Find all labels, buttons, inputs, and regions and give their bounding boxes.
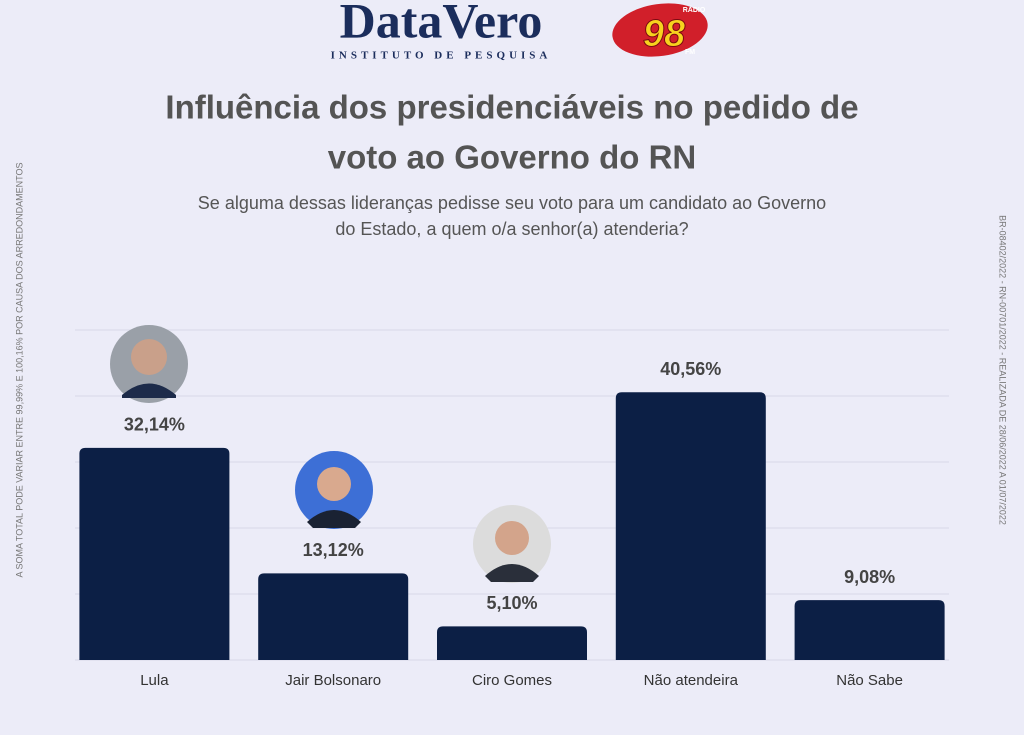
candidate-photo: [110, 325, 188, 403]
chart-subtitle: do Estado, a quem o/a senhor(a) atenderi…: [335, 219, 688, 239]
radio-number: 98: [643, 13, 686, 55]
brand-logo: DataVero: [340, 0, 543, 48]
value-label: 40,56%: [660, 359, 721, 379]
radio-word: RÁDIO: [683, 5, 706, 14]
photo-body: [307, 510, 361, 528]
bar: [258, 573, 409, 660]
value-label: 5,10%: [486, 593, 537, 613]
photo-face: [131, 339, 167, 375]
side-note: A SOMA TOTAL PODE VARIAR ENTRE 99,99% E …: [14, 163, 24, 578]
value-label: 13,12%: [303, 540, 364, 560]
candidate-photo: [295, 451, 373, 529]
chart-title: Influência dos presidenciáveis no pedido…: [165, 89, 858, 126]
radio-logo: 98 RÁDIO FM: [612, 3, 708, 57]
chart-subtitle: Se alguma dessas lideranças pedisse seu …: [198, 193, 826, 213]
value-label: 32,14%: [124, 415, 185, 435]
bar: [437, 626, 587, 660]
bar: [615, 392, 766, 660]
radio-badge: [612, 3, 708, 57]
x-tick-label: Ciro Gomes: [472, 672, 552, 689]
x-tick-label: Não Sabe: [836, 672, 903, 689]
x-tick-label: Jair Bolsonaro: [285, 672, 381, 689]
candidate-photo: [473, 505, 551, 583]
chart-title: voto ao Governo do RN: [328, 139, 697, 176]
radio-band: FM: [685, 49, 695, 56]
value-label: 9,08%: [844, 567, 895, 587]
x-tick-label: Não atendeira: [644, 672, 739, 689]
photo-face: [495, 521, 529, 555]
photo-face: [317, 467, 351, 501]
x-tick-label: Lula: [140, 672, 169, 689]
bar: [79, 447, 230, 660]
bar: [794, 600, 945, 660]
brand-tagline: INSTITUTO DE PESQUISA: [331, 50, 552, 62]
side-note: BR-08402/2022 - RN-00701/2022 - REALIZAD…: [998, 215, 1008, 525]
photo-body: [485, 564, 539, 582]
photo-body: [122, 383, 176, 398]
